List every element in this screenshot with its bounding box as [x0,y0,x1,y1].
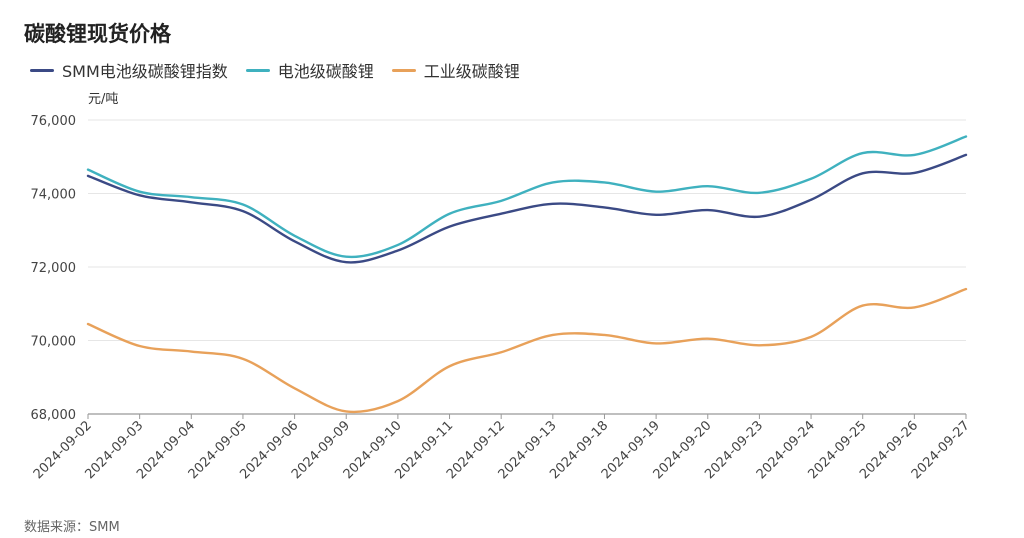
y-tick-label-68000: 68,000 [31,408,77,423]
legend-label-battery-grade: 电池级碳酸锂 [277,62,374,81]
y-tick-label-72000: 72,000 [31,261,77,276]
y-tick-label-74000: 74,000 [31,188,77,203]
chart-title: 碳酸锂现货价格 [24,22,171,46]
y-tick-label-76000: 76,000 [31,114,77,129]
series-industrial-grade-line [86,287,968,414]
legend-label-industrial-grade: 工业级碳酸锂 [423,62,520,81]
y-axis-unit: 元/吨 [88,92,119,107]
series-smm-index-line [86,153,968,264]
legend-item-smm-index[interactable]: SMM电池级碳酸锂指数 [30,58,228,82]
series-battery-grade-line [86,135,968,259]
data-source: 数据来源：SMM [24,520,120,535]
legend: SMM电池级碳酸锂指数 电池级碳酸锂 工业级碳酸锂 [30,58,520,82]
y-tick-label-70000: 70,000 [31,335,77,350]
legend-swatch-smm-index [30,68,54,72]
legend-item-battery-grade[interactable]: 电池级碳酸锂 [245,58,374,82]
legend-swatch-industrial-grade [391,68,416,72]
legend-item-industrial-grade[interactable]: 工业级碳酸锂 [391,58,520,82]
legend-label-smm-index: SMM电池级碳酸锂指数 [62,62,228,81]
legend-swatch-battery-grade [245,68,270,72]
